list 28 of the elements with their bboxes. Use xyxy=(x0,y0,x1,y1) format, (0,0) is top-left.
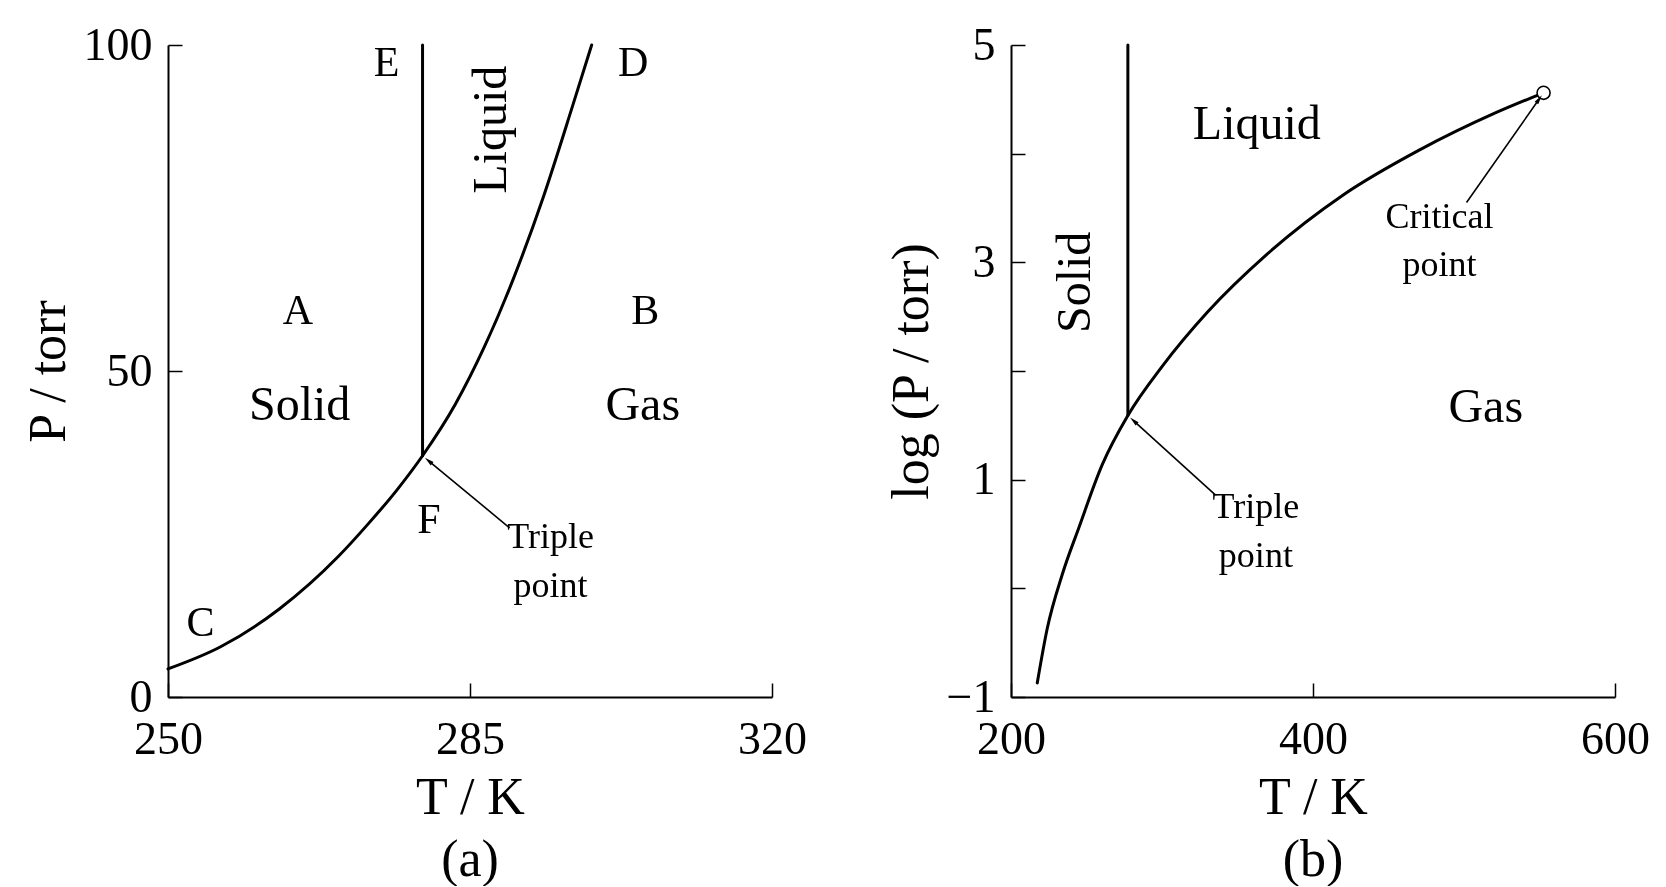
annotation: C xyxy=(186,599,215,646)
annotation: Triple point xyxy=(1212,486,1300,575)
y-tick-label: 3 xyxy=(972,235,996,287)
x-tick-label: 320 xyxy=(738,712,807,764)
x-tick-label: 285 xyxy=(436,712,505,764)
annotation: B xyxy=(631,287,660,334)
y-tick-label: 1 xyxy=(972,453,996,505)
y-axis-title: log (P / torr) xyxy=(881,243,940,500)
x-axis-title: T / K xyxy=(1259,767,1369,825)
annotation: Solid xyxy=(248,377,351,431)
x-tick-label: 600 xyxy=(1581,712,1650,764)
annotation: Gas xyxy=(605,377,681,431)
annotation: Triple point xyxy=(507,516,594,606)
annotation: Gas xyxy=(1448,379,1524,433)
annotation: Liquid xyxy=(463,65,517,194)
y-tick-label: 100 xyxy=(83,18,153,70)
y-tick-label: 5 xyxy=(972,18,996,70)
x-tick-label: 400 xyxy=(1279,712,1348,764)
y-tick-label: 50 xyxy=(106,344,153,396)
annotation: F xyxy=(417,495,441,542)
annotation: Liquid xyxy=(1192,96,1321,150)
annotation: D xyxy=(617,39,649,86)
annotation: Critical point xyxy=(1385,195,1494,285)
x-axis-title: T / K xyxy=(416,767,526,825)
annotation: A xyxy=(282,287,314,334)
annotation: Solid xyxy=(1046,231,1100,334)
y-axis-title: P / torr xyxy=(18,300,76,443)
annotation: E xyxy=(373,39,400,86)
